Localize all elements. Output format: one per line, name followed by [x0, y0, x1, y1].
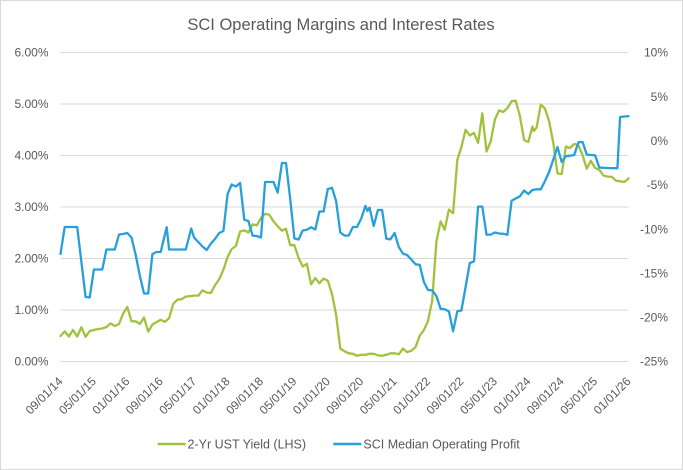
svg-text:4.00%: 4.00%	[14, 149, 48, 163]
svg-text:-25%: -25%	[640, 355, 668, 369]
svg-text:0.00%: 0.00%	[14, 355, 48, 369]
svg-text:6.00%: 6.00%	[14, 46, 48, 60]
svg-text:SCI Operating Margins and Inte: SCI Operating Margins and Interest Rates	[187, 16, 494, 34]
svg-text:SCI Median Operating Profit: SCI Median Operating Profit	[363, 437, 520, 451]
svg-text:-15%: -15%	[640, 266, 668, 280]
svg-text:2.00%: 2.00%	[14, 252, 48, 266]
svg-text:0%: 0%	[651, 134, 669, 148]
svg-text:3.00%: 3.00%	[14, 200, 48, 214]
svg-text:2-Yr UST Yield (LHS): 2-Yr UST Yield (LHS)	[188, 437, 307, 451]
svg-text:-5%: -5%	[647, 178, 669, 192]
svg-text:1.00%: 1.00%	[14, 303, 48, 317]
svg-text:5%: 5%	[651, 90, 669, 104]
svg-text:10%: 10%	[644, 46, 668, 60]
svg-text:-20%: -20%	[640, 311, 668, 325]
svg-text:-10%: -10%	[640, 222, 668, 236]
svg-text:5.00%: 5.00%	[14, 97, 48, 111]
